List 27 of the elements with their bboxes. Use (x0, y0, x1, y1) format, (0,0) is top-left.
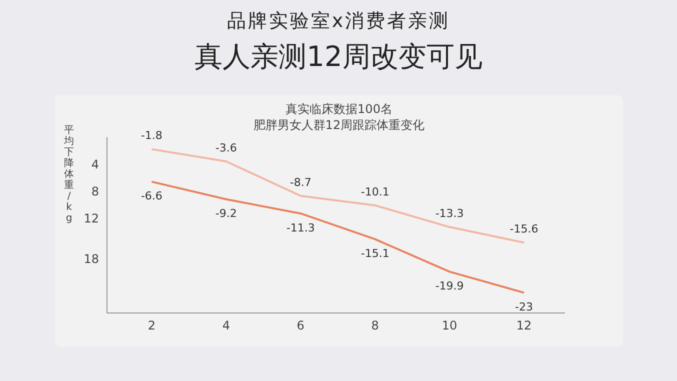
y-tick-label: 4 (91, 157, 99, 172)
x-tick-label: 12 (516, 318, 532, 333)
text: 平均下降体重/kg (64, 125, 74, 224)
x-tick-label: 8 (371, 318, 379, 333)
x-tick-label: 4 (222, 318, 230, 333)
text: 真实临床数据100名 (284, 101, 394, 118)
x-tick-label: 6 (296, 318, 304, 333)
data-label: -23 (515, 300, 534, 314)
data-label: -15.6 (510, 222, 538, 236)
y-tick-label: 12 (84, 211, 99, 226)
data-label: -10.1 (360, 185, 390, 198)
text: 肥胖男女人群12周跟踪体重变化 (253, 118, 425, 132)
data-label: -11.3 (286, 221, 315, 234)
chart-subtitle: 真人亲测12周改变可见 (194, 39, 484, 75)
data-label: -8.7 (290, 176, 312, 189)
data-label: -9.2 (215, 207, 237, 220)
data-label: -3.6 (215, 141, 237, 154)
y-tick-label: 8 (91, 184, 99, 198)
chart-title: 品牌实验室x消费者亲测 (226, 9, 452, 34)
data-label: -6.6 (140, 189, 162, 202)
data-label: -1.8 (140, 129, 162, 142)
data-label: -13.3 (435, 207, 464, 220)
data-label: -19.9 (435, 280, 464, 293)
data-label: -15.1 (360, 247, 390, 260)
y-tick-label: 18 (84, 252, 99, 266)
x-tick-label: 2 (148, 318, 156, 333)
x-tick-label: 10 (442, 318, 458, 333)
